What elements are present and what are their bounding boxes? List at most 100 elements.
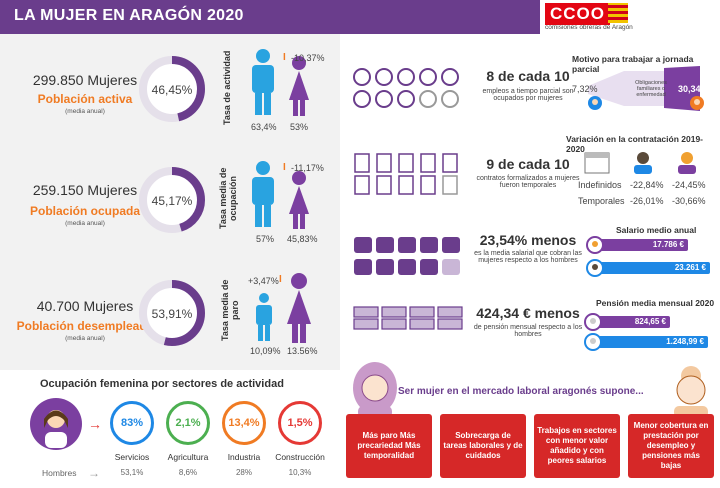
salary-title: Salario medio anual	[616, 225, 697, 235]
banknote-icon	[353, 306, 463, 330]
women-employment: 45,83%	[287, 234, 318, 244]
sector-men-value: 53,1%	[120, 468, 144, 477]
summary-box: Trabajos en sectores con menor valor aña…	[534, 414, 620, 478]
sector-circle: 83%	[110, 401, 154, 445]
rate-label-activity: Tasa de actividad	[222, 50, 232, 126]
gap-employment: -11,17%	[291, 163, 324, 173]
parttime-title: Motivo para trabajar a jornada parcial	[572, 54, 694, 74]
pension-men-bar: 1.248,99 €	[598, 336, 708, 348]
contracts-row-label: Temporales	[578, 196, 625, 206]
summary-box: Menor cobertura en prestación por desemp…	[628, 414, 714, 478]
summary-box: Sobrecarga de tareas laborales y de cuid…	[440, 414, 526, 478]
men-employment: 57%	[256, 234, 275, 244]
pension-women-bar: 824,65 €	[598, 316, 670, 328]
stat-pension-headline: 424,34 € menos	[476, 305, 580, 321]
unemployed-number: 40.700 Mujeres	[36, 298, 134, 314]
parttime-men: 7,32%	[572, 84, 598, 94]
donut-employed	[139, 167, 205, 233]
rate-label-unemployment: Tasa media de paro	[220, 279, 240, 341]
donut-unemployed	[139, 280, 205, 346]
men-unemployment: 10,09%	[250, 346, 281, 356]
sector-name: Industria	[227, 452, 261, 462]
contracts-title: Variación en la contratación 2019-2020	[566, 134, 704, 154]
donut-active	[139, 56, 205, 122]
unemployed-note: (media anual)	[65, 335, 105, 342]
man-avatar-icon	[586, 259, 604, 277]
contracts-row-label: Indefinidos	[578, 180, 622, 190]
woman-avatar-icon	[690, 96, 704, 110]
woman-worker-avatar-icon	[30, 398, 82, 450]
aragon-flag-icon	[608, 3, 628, 23]
man-icon	[252, 49, 274, 115]
parttime-reason: Obligaciones familiares o enfermedad	[635, 80, 667, 98]
woman-icon	[287, 273, 311, 343]
sector-circle: 2,1%	[166, 401, 210, 445]
sector-men-value: 8,6%	[178, 468, 198, 477]
sector-value: 1,5%	[287, 417, 313, 429]
employed-number: 259.150 Mujeres	[32, 182, 138, 198]
contracts-row-men: -22,84%	[630, 180, 664, 190]
stat-parttime-sub: empleos a tiempo parcial son ocupados po…	[482, 88, 574, 102]
active-number: 299.850 Mujeres	[32, 72, 138, 88]
stat-salary-sub: es la media salarial que cobran las muje…	[474, 250, 582, 264]
woman-portrait-icon	[353, 362, 397, 418]
women-activity: 53%	[290, 122, 309, 132]
coins-icon	[354, 237, 460, 275]
elderly-woman-portrait-icon	[674, 366, 708, 418]
sector-value: 83%	[120, 417, 144, 429]
document-icon	[354, 153, 458, 195]
gap-activity: -10,37%	[291, 53, 325, 63]
contracts-row-women: -30,66%	[672, 196, 706, 206]
sector-circle: 13,4%	[222, 401, 266, 445]
stat-temporary-sub: contratos formalizados a mujeres fueron …	[476, 175, 580, 189]
donut-active-value: 46,45%	[151, 83, 193, 97]
employed-label: Población ocupada	[29, 204, 140, 218]
unemployed-label: Población desempleada	[16, 319, 154, 333]
gap-unemployment: +3,47%	[248, 276, 279, 286]
donut-employed-value: 45,17%	[151, 194, 193, 208]
arrow-right-icon: →	[88, 466, 100, 480]
summary-box: Más paro Más precariedad Más temporalida…	[346, 414, 432, 478]
man-icon	[256, 293, 272, 341]
logo-subtitle: comisiones obreras de Aragón	[545, 24, 633, 31]
sector-name: Servicios	[114, 452, 150, 462]
men-activity: 63,4%	[251, 122, 277, 132]
clock-icon	[353, 68, 459, 108]
elderly-woman-avatar-icon	[584, 313, 602, 331]
sector-value: 13,4%	[228, 417, 260, 429]
gap-bracket-icon: I	[283, 52, 286, 63]
stat-pension-sub: de pensión mensual respecto a los hombre…	[473, 324, 583, 338]
page-title: LA MUJER EN ARAGÓN 2020	[14, 7, 244, 24]
woman-icon	[289, 56, 309, 116]
calendar-icon	[584, 152, 610, 174]
gap-bracket-icon: I	[279, 274, 282, 285]
sector-men-value: 28%	[235, 468, 252, 477]
active-label: Población activa	[37, 92, 133, 106]
donut-unemployed-value: 53,91%	[151, 307, 193, 321]
stat-salary-headline: 23,54% menos	[479, 232, 577, 248]
employed-note: (media anual)	[65, 220, 105, 227]
contracts-row-women: -24,45%	[672, 180, 706, 190]
woman-icon	[289, 171, 309, 229]
pension-title: Pensión media mensual 2020	[596, 298, 715, 308]
sectors-men-label: Hombres	[42, 468, 77, 478]
man-icon	[252, 161, 274, 227]
salary-men-bar: 23.261 €	[600, 262, 710, 274]
contracts-row-men: -26,01%	[630, 196, 664, 206]
active-note: (media anual)	[65, 108, 105, 115]
woman-avatar-icon	[678, 152, 696, 174]
man-avatar-icon	[634, 152, 652, 174]
stat-parttime-headline: 8 de cada 10	[486, 68, 570, 84]
sector-value: 2,1%	[175, 417, 201, 429]
salary-women-bar: 17.786 €	[600, 239, 688, 251]
sector-men-value: 10,3%	[288, 468, 312, 477]
sector-name: Construcción	[275, 452, 325, 462]
arrow-right-icon: →	[88, 416, 102, 432]
sector-circle: 1,5%	[278, 401, 322, 445]
summary-title: Ser mujer en el mercado laboral aragonés…	[398, 386, 644, 397]
elderly-man-avatar-icon	[584, 333, 602, 351]
women-unemployment: 13.56%	[287, 346, 318, 356]
gap-bracket-icon: I	[283, 162, 286, 173]
ccoo-logo: CCOO	[545, 3, 610, 25]
sector-name: Agricultura	[167, 452, 209, 462]
